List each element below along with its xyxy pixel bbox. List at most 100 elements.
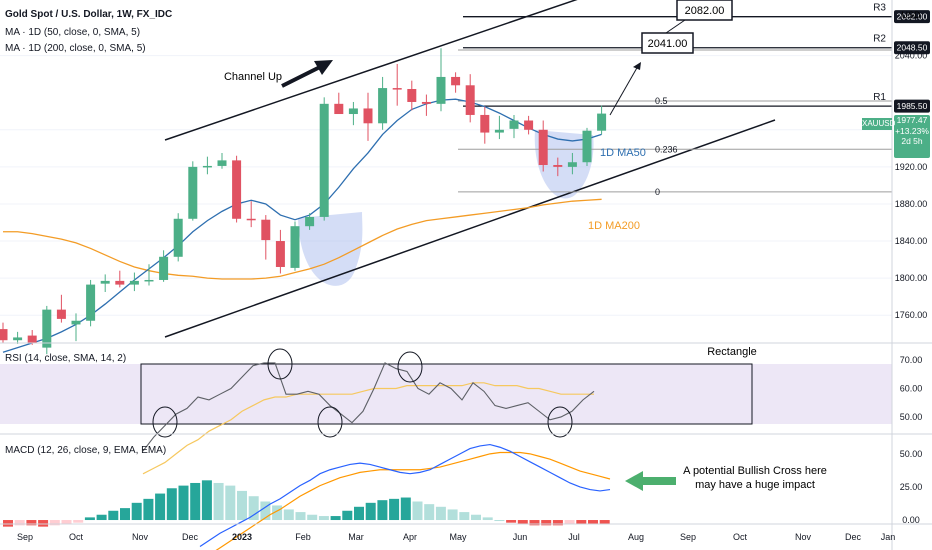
macd-bar	[155, 493, 166, 521]
candle-body	[71, 320, 81, 325]
macd-bar	[178, 485, 189, 521]
macd-bar	[295, 512, 306, 521]
chart-title: Gold Spot / U.S. Dollar, 1W, FX_IDC	[5, 9, 173, 20]
macd-bar	[84, 517, 95, 521]
macd-bar	[307, 514, 318, 521]
candle-body	[451, 76, 461, 86]
x-tick-label: Nov	[795, 532, 812, 542]
macd-lines: MACD (12, 26, close, 9, EMA, EMA)	[5, 443, 611, 550]
x-tick-label: Feb	[295, 532, 311, 542]
macd-bar	[506, 520, 517, 523]
x-tick-label: Aug	[628, 532, 644, 542]
ma200-series	[3, 198, 602, 280]
candle-body	[582, 130, 592, 163]
resistance-label: R1	[873, 92, 886, 103]
macd-bar	[354, 506, 364, 521]
rsi-rectangle	[140, 363, 753, 425]
macd-bar	[3, 520, 13, 527]
macd-bar	[190, 482, 201, 521]
candle-body	[480, 114, 490, 133]
candle-body	[567, 162, 577, 167]
rsi-circle	[152, 406, 178, 438]
candles	[0, 48, 607, 355]
candle-body	[217, 160, 227, 166]
macd-bar	[225, 485, 236, 521]
ma50-line	[2, 98, 602, 353]
macd-bar	[482, 517, 493, 521]
ma200-label: 1D MA200	[588, 220, 640, 232]
price-grid	[0, 55, 892, 316]
candle-body	[0, 329, 8, 341]
rsi-tick-label: 60.00	[900, 384, 923, 394]
candle-body	[494, 129, 504, 133]
macd-bar	[541, 520, 552, 526]
rsi-circle	[267, 348, 293, 380]
candle-body	[553, 165, 563, 167]
macd-bar	[108, 510, 119, 521]
x-tick-label: Jun	[513, 532, 528, 542]
macd-histogram	[3, 480, 610, 527]
macd-bar	[459, 512, 470, 521]
fib-label: 0.236	[655, 144, 678, 154]
candle-body	[246, 218, 256, 221]
macd-bar	[213, 482, 224, 521]
macd-bar	[49, 520, 60, 526]
candle-body	[319, 103, 329, 217]
rsi-title: RSI (14, close, SMA, 14, 2)	[5, 353, 126, 364]
x-tick-label: Dec	[182, 532, 199, 542]
macd-bar	[318, 516, 329, 521]
x-tick-label: Sep	[17, 532, 33, 542]
macd-bar	[201, 480, 212, 521]
macd-bar	[599, 520, 610, 524]
macd-bar	[494, 520, 505, 522]
candle-body	[27, 335, 37, 343]
candle-body	[13, 337, 23, 341]
candle-body	[56, 309, 66, 319]
candle-body	[538, 129, 548, 166]
macd-bar	[471, 514, 481, 521]
fib-label: 0.5	[655, 96, 668, 106]
bullish-cross-note-2: may have a huge impact	[695, 479, 815, 491]
candle-body	[421, 101, 431, 104]
candle-body	[129, 280, 139, 285]
resistance-price-tag	[894, 41, 930, 55]
macd-bar	[248, 496, 259, 521]
rsi-band	[0, 364, 892, 424]
candle-body	[42, 309, 52, 348]
ma200-legend: MA · 1D (200, close, 0, SMA, 5)	[5, 43, 146, 54]
rsi-tick-label: 50.00	[900, 412, 923, 422]
macd-line	[199, 443, 611, 548]
candle-body	[275, 241, 285, 267]
resistance-lines: R3 2082.00 R2 2048.50 R1 1985.50	[463, 3, 930, 113]
candle-body	[261, 219, 271, 241]
rsi-circle	[547, 406, 573, 438]
channel-up-label-1: Channel Up	[224, 71, 282, 83]
x-tick-label: Apr	[403, 532, 417, 542]
x-tick-label: Dec	[845, 532, 862, 542]
x-tick-label: Oct	[733, 532, 748, 542]
candle-body	[232, 160, 242, 219]
macd-bar	[96, 514, 107, 521]
macd-bar	[447, 509, 458, 521]
candle-body	[378, 88, 388, 124]
macd-bar	[237, 490, 247, 521]
macd-bar	[14, 520, 25, 526]
rsi-circle	[317, 406, 343, 438]
macd-bar	[529, 520, 540, 526]
channel-arrow-head	[314, 60, 333, 75]
callout-2041-box	[641, 32, 694, 54]
rsi-ma-line	[142, 382, 594, 475]
candle-body	[305, 216, 315, 227]
candle-body	[407, 88, 417, 102]
candle-body	[173, 218, 183, 257]
macd-bar	[26, 520, 37, 526]
candle-body	[144, 279, 154, 282]
candle-body	[290, 226, 300, 268]
macd-bar	[424, 504, 435, 521]
resistance-label: R3	[873, 3, 886, 14]
x-tick-label: Nov	[132, 532, 149, 542]
cup-shading-jun	[534, 130, 594, 199]
rsi-circle	[397, 351, 423, 383]
macd-bar	[342, 510, 353, 521]
y-tick-label: 1800.00	[895, 273, 928, 283]
